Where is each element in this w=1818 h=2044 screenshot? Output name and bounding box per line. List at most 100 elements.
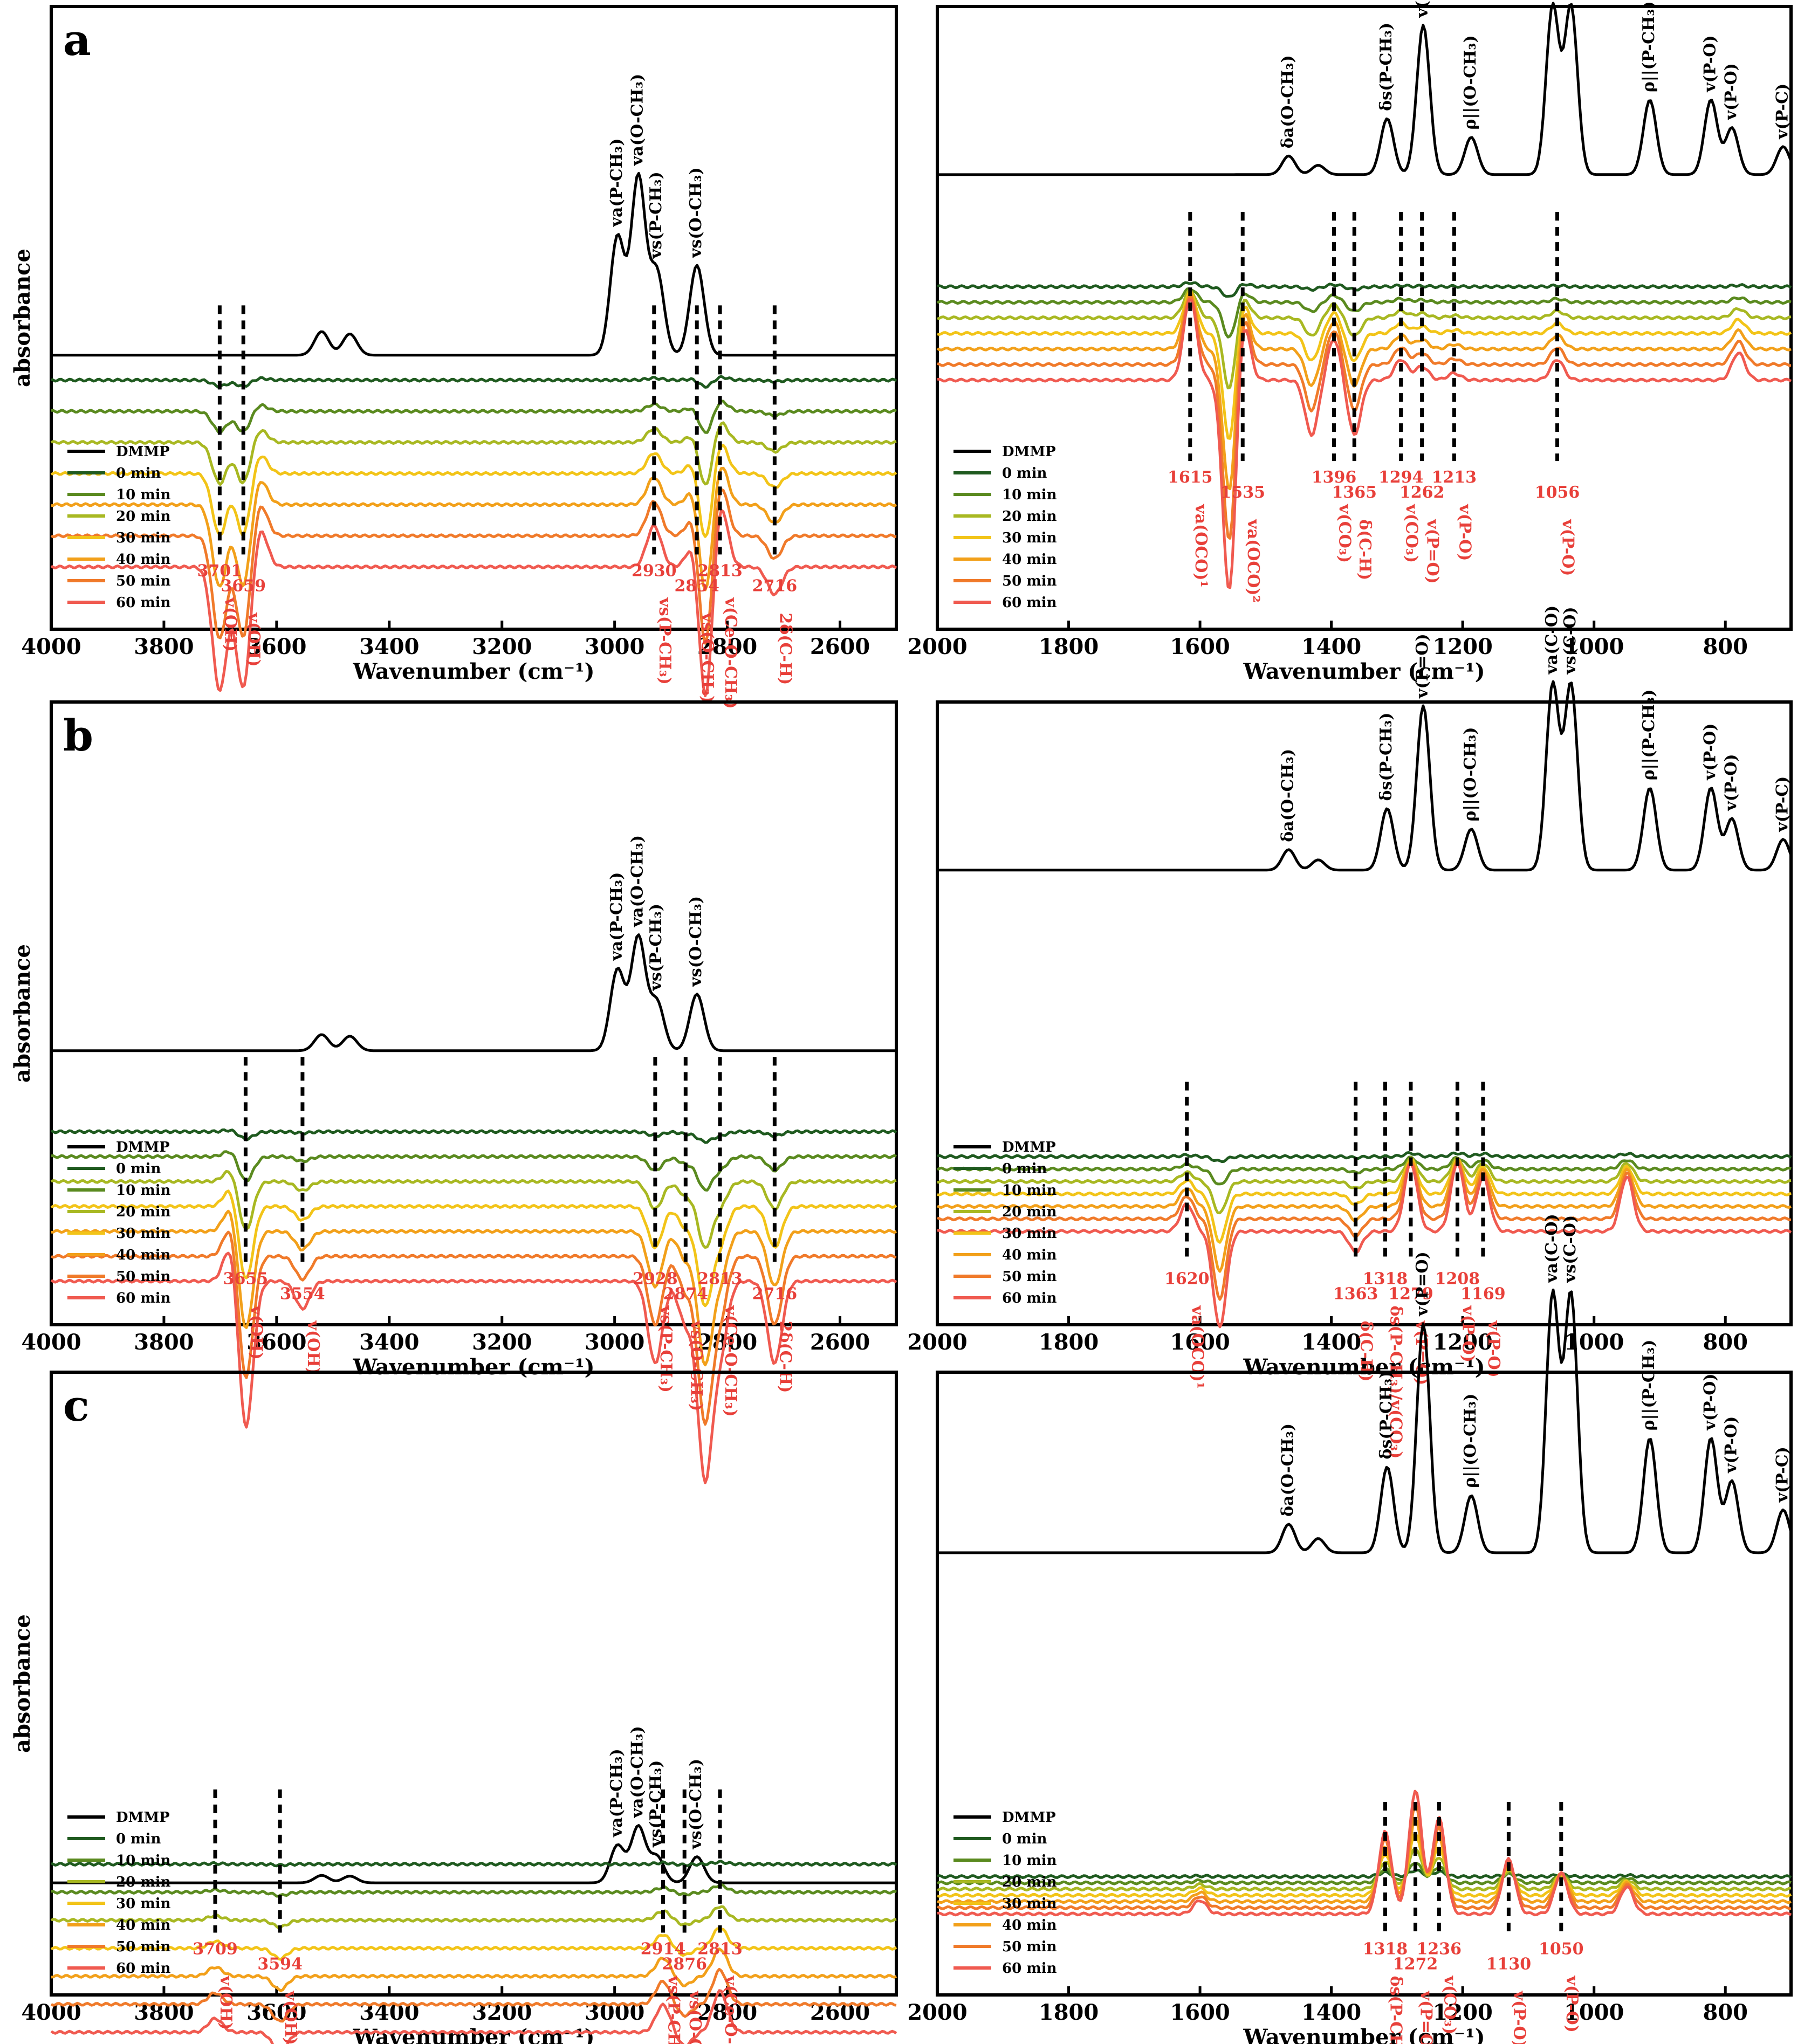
spectrum-0-min [937, 1869, 1792, 1879]
spectrum-10-min [51, 1150, 897, 1192]
legend-label: 10 min [116, 1182, 171, 1199]
marker-label: v(Ce-O-CH₃) [721, 597, 740, 708]
x-tick-label: 800 [1703, 634, 1748, 659]
marker-label: v(P-O) [1455, 504, 1474, 561]
x-tick-label: 1600 [1170, 634, 1230, 659]
dmmp-peak-label: v(P=O) [1413, 0, 1432, 18]
marker-label: v(P-O) [1559, 519, 1577, 576]
legend-label: 40 min [116, 552, 171, 568]
marker-number: 1056 [1535, 483, 1580, 502]
dmmp-peak-label: v(P-O) [1721, 1416, 1740, 1474]
legend-label: 60 min [1002, 1290, 1057, 1306]
x-axis-title: Wavenumber (cm⁻¹) [352, 659, 594, 684]
x-tick-label: 800 [1703, 1330, 1748, 1355]
spectrum-40-min [51, 1209, 897, 1367]
x-tick-label: 1600 [1170, 1330, 1230, 1355]
marker-number: 3554 [280, 1285, 325, 1304]
spectrum-dmmp [937, 1288, 1793, 1554]
legend-label: 20 min [116, 1204, 171, 1220]
legend-label: 40 min [1002, 1247, 1057, 1263]
marker-number: 1318 [1363, 1270, 1408, 1289]
spectrum-60-min [937, 1162, 1792, 1329]
plot-frame [936, 1371, 1793, 1997]
marker-number: 1279 [1388, 1285, 1433, 1304]
dmmp-peak-label: δa(O-CH₃) [1278, 1423, 1297, 1517]
spectrum-dmmp [51, 171, 896, 357]
spectrum-40-min [936, 1817, 1792, 1904]
x-tick-label: 4000 [21, 1330, 81, 1355]
spectrum-20-min [50, 1169, 897, 1249]
marker-number: 2914 [641, 1940, 686, 1959]
spectrum-60-min [50, 1251, 897, 1484]
marker-number: 1272 [1393, 1955, 1438, 1974]
legend-label: 20 min [1002, 1874, 1057, 1890]
marker-number: 1130 [1486, 1955, 1532, 1974]
panel-2: 2000 1800 1600 1400 1200 1000 800 Wavenumber (c… [907, 0, 1793, 684]
spectrum-30-min [50, 1189, 897, 1307]
marker-number: 1365 [1332, 483, 1377, 502]
marker-label: vs(P-CH₃) [655, 597, 674, 684]
y-axis-title: absorbance [10, 249, 35, 387]
spectrum-20-min [937, 1156, 1792, 1215]
legend-label: 10 min [116, 487, 171, 503]
marker-label: v(OH) [246, 1305, 265, 1360]
x-tick-label: 3000 [585, 634, 644, 659]
marker-number: 3655 [223, 1270, 269, 1289]
legend: DMMP 0 min 10 min 20 min 30 min 40 min 50 min 6… [67, 444, 171, 611]
spectrum-0-min [937, 281, 1792, 298]
dmmp-peak-label: δa(O-CH₃) [1278, 749, 1297, 842]
dmmp-peak-label: v(P-O) [1721, 754, 1740, 811]
legend-label: 40 min [1002, 1917, 1057, 1933]
dmmp-peak-label: v(P-C) [1773, 776, 1792, 832]
legend-label: 0 min [116, 1831, 161, 1847]
dmmp-peak-label: v(P-O) [1700, 1373, 1719, 1430]
spectrum-40-min [51, 466, 897, 591]
dmmp-peak-label: va(P-CH₃) [607, 139, 626, 228]
dmmp-peak-label: v(P-O) [1700, 724, 1719, 781]
marker-label: vs(O-CH₃) [698, 612, 717, 703]
spectrum-50-min [50, 1967, 897, 2023]
marker-number: 1262 [1399, 483, 1445, 502]
legend-label: 50 min [116, 573, 171, 589]
marker-number: 2876 [662, 1955, 707, 1974]
dmmp-peak-label: va(P-CH₃) [607, 1749, 626, 1837]
spectrum-60-min [937, 1790, 1792, 1917]
panel-3: 4000 3800 3600 3400 3200 3000 2800 2600Wavenumb… [10, 700, 898, 1484]
spectrum-50-min [937, 1803, 1792, 1910]
marker-label: v(P-O) [1484, 1320, 1503, 1378]
legend-label: 40 min [1002, 552, 1057, 568]
legend: DMMP 0 min 10 min 20 min 30 min 40 min 50 min 6… [953, 444, 1057, 611]
x-tick-label: 2000 [907, 634, 967, 659]
legend-label: 0 min [116, 1161, 161, 1177]
x-axis-title: Wavenumber (cm⁻¹) [352, 1354, 594, 1380]
dmmp-peak-label: δs(P-CH₃) [1377, 1371, 1396, 1460]
legend-label: 30 min [116, 1896, 171, 1912]
dmmp-peak-label: v(P-C) [1773, 84, 1792, 140]
legend-label: 20 min [116, 1874, 171, 1890]
legend-label: DMMP [1002, 444, 1056, 460]
marker-label: v(P-O) [1562, 1976, 1581, 2033]
dmmp-peak-label: ρ||(O-CH₃) [1461, 35, 1480, 129]
spectrum-30-min [937, 1157, 1792, 1244]
x-tick-label: 3800 [134, 634, 194, 659]
marker-label: v(P-O) [1458, 1305, 1477, 1362]
spectrum-10-min [51, 400, 897, 435]
marker-label: vs(O-CH₃) [685, 1991, 704, 2044]
legend-label: DMMP [116, 1809, 170, 1826]
dmmp-peak-label: vs(O-CH₃) [687, 167, 705, 258]
marker-label: δs(P-CH₃)/v(CO₃) [1386, 1306, 1405, 1459]
x-axis-title: Wavenumber (cm⁻¹) [1243, 659, 1485, 684]
y-axis-title: absorbance [10, 944, 35, 1083]
spectrum-0-min [50, 375, 897, 389]
marker-number: 1236 [1417, 1940, 1462, 1959]
legend-label: 20 min [1002, 508, 1057, 525]
dmmp-peak-label: ρ||(P-CH₃) [1639, 1, 1658, 92]
dmmp-peak-label: vs(O-CH₃) [687, 896, 705, 987]
marker-label: v(P=O) [1416, 1991, 1435, 2044]
marker-number: 1169 [1460, 1285, 1506, 1304]
marker-number: 1615 [1168, 468, 1213, 487]
x-tick-label: 1000 [1564, 1330, 1624, 1355]
marker-number: 2813 [697, 561, 743, 580]
legend-label: 50 min [116, 1939, 171, 1955]
